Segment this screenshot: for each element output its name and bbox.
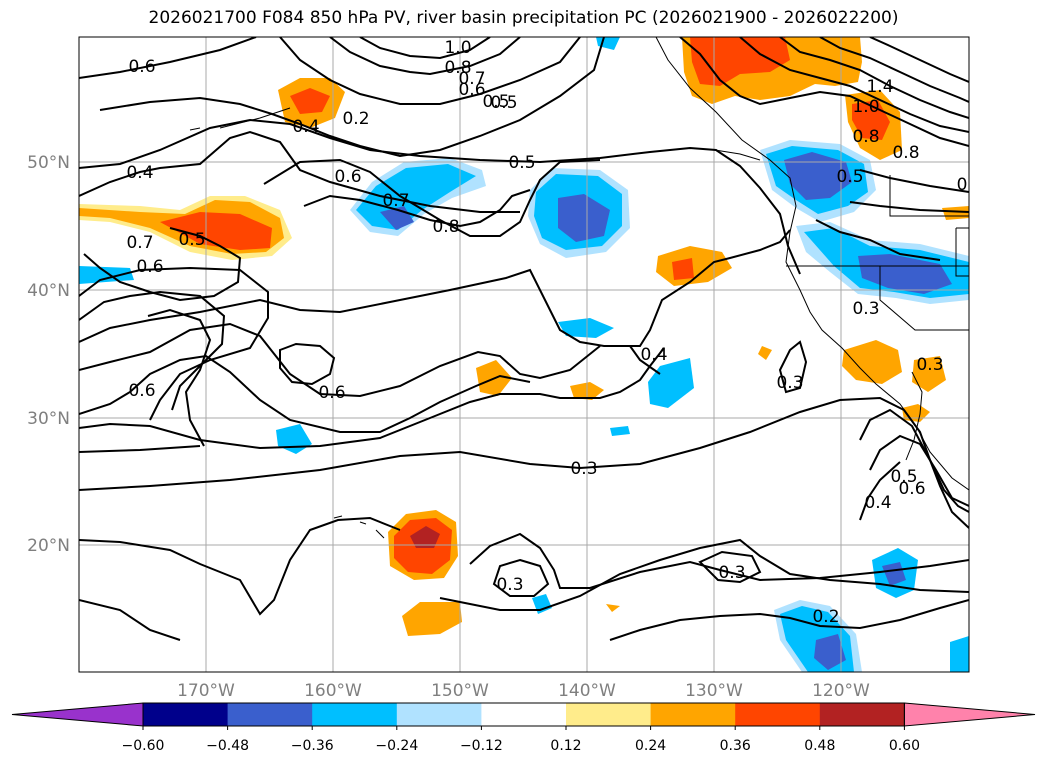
shade-positive	[912, 356, 946, 392]
shade-negative	[882, 562, 906, 586]
pv-contours	[79, 37, 969, 641]
contour-label: 0.5	[490, 93, 517, 113]
colorbar-outline	[142, 702, 905, 727]
colorbar-tick-label: −0.36	[291, 738, 334, 754]
colorbar-segment	[735, 703, 821, 726]
contour-label: 0.5	[482, 92, 509, 112]
lat-label: 30°N	[27, 409, 70, 429]
contour-label: 0.5	[508, 153, 535, 173]
colorbar-segment	[227, 703, 313, 726]
shade-negative	[648, 358, 694, 408]
map-frame	[78, 36, 970, 673]
contour-label: 0.5	[836, 167, 863, 187]
contour-label: 0.4	[864, 493, 891, 513]
colorbar-segment	[312, 703, 398, 726]
lon-label: 130°W	[685, 681, 743, 701]
contour-label: 0.8	[892, 143, 919, 163]
contour-label: 0.4	[640, 345, 667, 365]
contour-label: 0.7	[382, 191, 409, 211]
colorbar-segment	[143, 703, 229, 726]
colorbar-segment	[396, 703, 482, 726]
contour-label: 0.4	[126, 163, 153, 183]
lon-label: 150°W	[431, 681, 489, 701]
precip-shading	[79, 37, 969, 672]
contour-label: 0.6	[136, 257, 163, 277]
colorbar-segment	[566, 703, 652, 726]
shade-negative	[950, 636, 969, 672]
contour-label: 0.3	[852, 299, 879, 319]
map-panel: 1.0 0.8 0.7 0.6 0.5 0.6 0.2 0.4 0.5 0.4 …	[79, 37, 969, 672]
contour-label: 0.2	[342, 109, 369, 129]
contour-label: 0.3	[776, 373, 803, 393]
shade-positive	[160, 212, 272, 250]
colorbar-segment	[819, 703, 905, 726]
shade-negative	[558, 318, 614, 338]
contour-label: 0.6	[458, 80, 485, 100]
colorbar-tick-label: 0.60	[889, 738, 920, 754]
shade-negative	[784, 152, 852, 200]
contour-label: 0	[957, 175, 968, 195]
colorbar-extend-min	[11, 702, 144, 727]
shade-positive	[942, 206, 969, 220]
shade-negative	[79, 266, 134, 284]
longitude-labels: 170°W 160°W 150°W 140°W 130°W 120°W	[177, 681, 870, 701]
colorbar: −0.60 −0.48 −0.36 −0.24 −0.12 0.12 0.24 0.36 0.4…	[11, 702, 1036, 754]
contour-label: 0.6	[128, 381, 155, 401]
contour-label: 0.6	[898, 479, 925, 499]
colorbar-tick-label: −0.48	[206, 738, 249, 754]
shade-positive	[290, 88, 330, 114]
contour-label: 0.6	[334, 167, 361, 187]
contour-label: 0.5	[178, 230, 205, 250]
shade-positive	[410, 526, 440, 548]
shade-negative	[858, 254, 952, 294]
colorbar-tick-label: 0.24	[635, 738, 666, 754]
contour-label: 0.6	[128, 57, 155, 77]
contour-label: 0.7	[458, 69, 485, 89]
shade-positive	[842, 340, 902, 384]
colorbar-tick-label: 0.36	[720, 738, 751, 754]
contour-label: 0.3	[570, 459, 597, 479]
contour-label: 0.3	[718, 563, 745, 583]
colorbar-tick-label: −0.12	[460, 738, 503, 754]
lat-label: 40°N	[27, 281, 70, 301]
shade-negative	[558, 194, 610, 242]
shade-positive	[402, 602, 462, 636]
colorbar-tick-label: −0.24	[375, 738, 418, 754]
contour-label: 0.3	[496, 575, 523, 595]
contour-label: 0.3	[916, 355, 943, 375]
contour-label: 1.0	[852, 97, 879, 117]
shade-positive	[758, 346, 772, 360]
shade-negative	[814, 634, 846, 670]
contour-label: 1.0	[444, 38, 471, 58]
lat-label: 20°N	[27, 536, 70, 556]
colorbar-extend-max	[903, 702, 1036, 727]
colorbar-tick-label: 0.48	[804, 738, 835, 754]
contour-label: 0.2	[812, 607, 839, 627]
lat-label: 50°N	[27, 153, 70, 173]
contour-label: 0.8	[444, 58, 471, 78]
lon-label: 120°W	[812, 681, 870, 701]
colorbar-tick-label: −0.60	[122, 738, 165, 754]
lon-label: 140°W	[558, 681, 616, 701]
map-title: 2026021700 F084 850 hPa PV, river basin …	[148, 8, 899, 28]
contour-label: 0.6	[318, 383, 345, 403]
latitude-labels: 50°N 40°N 30°N 20°N	[27, 153, 70, 556]
contour-label: 0.8	[432, 217, 459, 237]
shade-positive	[672, 258, 694, 280]
contour-label: 0.5	[890, 467, 917, 487]
contour-label: 1.4	[866, 77, 893, 97]
contour-label: 0.7	[126, 233, 153, 253]
shade-negative	[610, 426, 630, 436]
colorbar-tick-label: 0.12	[550, 738, 581, 754]
contour-label: 0.4	[292, 117, 319, 137]
contour-label: 0.8	[852, 127, 879, 147]
colorbar-segment	[481, 703, 567, 726]
contour-labels: 1.0 0.8 0.7 0.6 0.5 0.6 0.2 0.4 0.5 0.4 …	[126, 38, 967, 627]
lon-label: 170°W	[177, 681, 235, 701]
shade-positive	[606, 604, 620, 612]
colorbar-segment	[650, 703, 736, 726]
lon-label: 160°W	[304, 681, 362, 701]
